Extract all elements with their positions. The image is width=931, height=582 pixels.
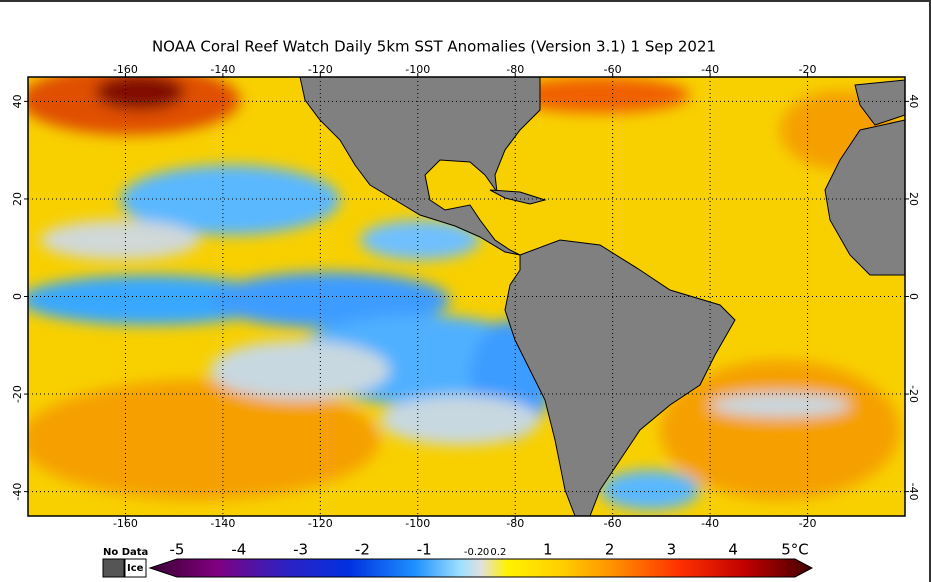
lon-tick-label: -20 [799, 517, 817, 530]
colorbar-label: 4 [728, 541, 738, 559]
lon-tick-label: -140 [210, 63, 235, 76]
lat-tick-label: -40 [11, 483, 24, 501]
colorbar-label: -0.2 [464, 547, 484, 558]
colorbar-label: 1 [543, 541, 553, 559]
lat-tick-label: 0 [907, 293, 920, 300]
no-data-label: No Data [103, 547, 148, 558]
colorbar-label: 0.2 [490, 547, 506, 558]
colorbar-label: -2 [355, 541, 370, 559]
lon-tick-label: -80 [506, 63, 524, 76]
lat-tick-label: -20 [907, 385, 920, 403]
ice-swatch [124, 558, 147, 578]
lat-tick-label: 40 [907, 94, 920, 108]
lon-tick-label: -60 [604, 517, 622, 530]
lon-tick-label: -160 [113, 63, 138, 76]
lat-tick-label: 20 [907, 192, 920, 206]
lon-tick-label: -160 [113, 517, 138, 530]
lat-tick-label: -20 [11, 385, 24, 403]
lon-tick-label: -100 [405, 517, 430, 530]
title: NOAA Coral Reef Watch Daily 5km SST Anom… [152, 38, 716, 56]
lat-tick-label: 20 [11, 192, 24, 206]
lon-tick-label: -20 [799, 63, 817, 76]
lat-tick-label: 40 [11, 94, 24, 108]
colorbar-label: -5 [170, 541, 185, 559]
lat-tick-label: 0 [11, 293, 24, 300]
lat-tick-label: -40 [907, 483, 920, 501]
colorbar-label: -3 [293, 541, 308, 559]
colorbar: No Data Ice [102, 547, 814, 578]
colorbar-label: -4 [231, 541, 246, 559]
lon-tick-label: -80 [506, 517, 524, 530]
colorbar-label: 3 [667, 541, 677, 559]
lon-tick-label: -120 [308, 517, 333, 530]
colorbar-label: 2 [605, 541, 615, 559]
lon-tick-label: -100 [405, 63, 430, 76]
lon-tick-label: -120 [308, 63, 333, 76]
colorbar-label: 5°C [781, 541, 809, 559]
map-image [28, 77, 905, 516]
lon-tick-label: -40 [701, 63, 719, 76]
land [299, 77, 905, 516]
no-data-swatch [102, 558, 125, 578]
ice-label: Ice [127, 563, 144, 574]
lon-tick-label: -40 [701, 517, 719, 530]
colorbar-label: -1 [417, 541, 432, 559]
lon-tick-label: -140 [210, 517, 235, 530]
colorbar-ramp [148, 558, 814, 578]
lon-tick-label: -60 [604, 63, 622, 76]
colorbar-label: 0 [483, 547, 489, 558]
